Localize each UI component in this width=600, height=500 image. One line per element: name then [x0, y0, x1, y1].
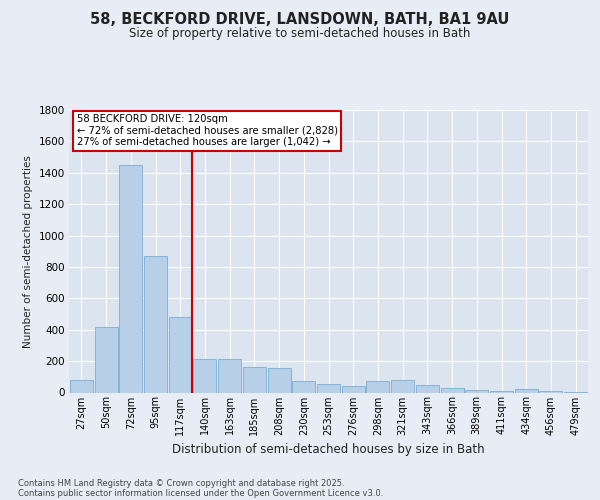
X-axis label: Distribution of semi-detached houses by size in Bath: Distribution of semi-detached houses by … [172, 443, 485, 456]
Bar [193, 359, 217, 392]
Bar [391, 380, 414, 392]
Text: 58 BECKFORD DRIVE: 120sqm
← 72% of semi-detached houses are smaller (2,828)
27% : 58 BECKFORD DRIVE: 120sqm ← 72% of semi-… [77, 114, 338, 148]
Bar [292, 380, 315, 392]
Bar [465, 390, 488, 392]
Bar [70, 380, 93, 392]
Bar [268, 368, 290, 392]
Text: 58, BECKFORD DRIVE, LANSDOWN, BATH, BA1 9AU: 58, BECKFORD DRIVE, LANSDOWN, BATH, BA1 … [91, 12, 509, 28]
Y-axis label: Number of semi-detached properties: Number of semi-detached properties [23, 155, 33, 348]
Bar [367, 380, 389, 392]
Text: Contains HM Land Registry data © Crown copyright and database right 2025.: Contains HM Land Registry data © Crown c… [18, 478, 344, 488]
Bar [169, 317, 192, 392]
Bar [490, 391, 513, 392]
Bar [243, 368, 266, 392]
Bar [317, 384, 340, 392]
Bar [515, 389, 538, 392]
Bar [539, 391, 562, 392]
Text: Contains public sector information licensed under the Open Government Licence v3: Contains public sector information licen… [18, 488, 383, 498]
Bar [218, 359, 241, 392]
Bar [95, 326, 118, 392]
Bar [342, 386, 365, 392]
Bar [119, 165, 142, 392]
Bar [416, 384, 439, 392]
Bar [440, 388, 464, 392]
Bar [144, 256, 167, 392]
Text: Size of property relative to semi-detached houses in Bath: Size of property relative to semi-detach… [130, 28, 470, 40]
